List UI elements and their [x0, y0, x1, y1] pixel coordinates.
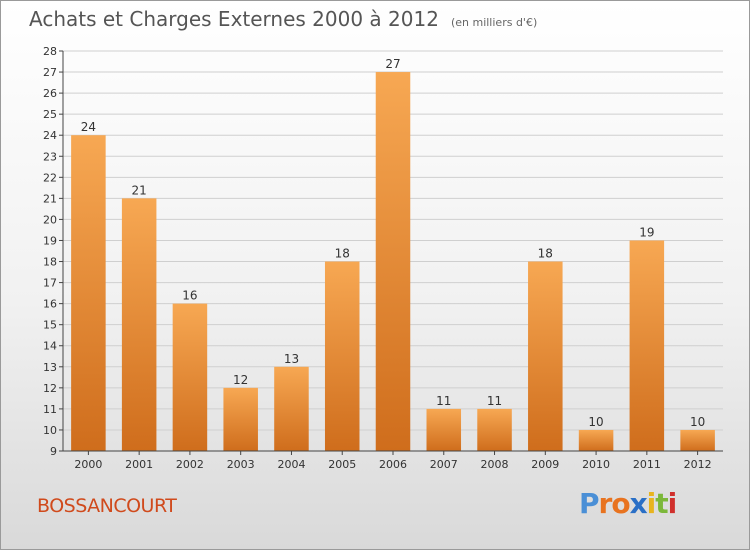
- y-tick-label: 11: [43, 403, 57, 416]
- data-label: 24: [81, 120, 96, 134]
- bar: [324, 261, 360, 451]
- data-label: 18: [538, 247, 553, 261]
- bar: [680, 429, 715, 451]
- x-tick-label: 2005: [328, 458, 356, 471]
- y-tick-label: 22: [43, 171, 57, 184]
- x-tick-label: 2009: [531, 458, 559, 471]
- logo-letter: t: [655, 487, 668, 520]
- y-tick-label: 24: [43, 129, 57, 142]
- data-label: 18: [335, 247, 350, 261]
- data-label: 10: [690, 415, 705, 429]
- bar: [375, 72, 411, 451]
- bar: [121, 198, 157, 451]
- x-tick-label: 2006: [379, 458, 407, 471]
- title-text: Achats et Charges Externes 2000 à 2012: [29, 7, 439, 31]
- logo-letter: P: [579, 487, 600, 520]
- y-tick-label: 9: [50, 445, 57, 458]
- unit-label: (en milliers d'€): [450, 16, 538, 29]
- bar: [629, 240, 665, 451]
- chart-title: Achats et Charges Externes 2000 à 2012 (e…: [29, 7, 537, 31]
- x-tick-label: 2007: [430, 458, 458, 471]
- bar: [528, 261, 563, 451]
- x-tick-label: 2004: [277, 458, 305, 471]
- y-tick-label: 17: [43, 277, 57, 290]
- data-label: 21: [132, 183, 147, 197]
- y-tick-label: 12: [43, 382, 57, 395]
- y-tick-label: 20: [43, 213, 57, 226]
- x-tick-label: 2000: [74, 458, 102, 471]
- data-label: 12: [233, 373, 248, 387]
- y-tick-label: 15: [43, 319, 57, 332]
- bar: [223, 387, 258, 451]
- data-label: 11: [487, 394, 502, 408]
- x-tick-label: 2012: [684, 458, 712, 471]
- commune-name: BOSSANCOURT: [37, 495, 177, 517]
- x-tick-label: 2001: [125, 458, 153, 471]
- y-tick-label: 28: [43, 45, 57, 58]
- bar: [578, 429, 614, 451]
- y-tick-label: 16: [43, 298, 57, 311]
- proxiti-logo: Proxiti: [579, 487, 678, 520]
- x-tick-label: 2011: [633, 458, 661, 471]
- y-tick-label: 21: [43, 192, 57, 205]
- bar: [274, 366, 309, 451]
- data-label: 27: [385, 57, 400, 71]
- bar: [477, 408, 512, 451]
- bar: [71, 135, 106, 452]
- y-tick-label: 18: [43, 256, 57, 269]
- bar: [426, 408, 462, 451]
- x-tick-label: 2002: [176, 458, 204, 471]
- y-tick-label: 14: [43, 340, 57, 353]
- y-tick-label: 27: [43, 66, 57, 79]
- y-tick-label: 13: [43, 361, 57, 374]
- logo-letter: o: [611, 487, 630, 520]
- x-tick-label: 2003: [227, 458, 255, 471]
- x-tick-label: 2008: [481, 458, 509, 471]
- logo-letter: i: [646, 487, 657, 520]
- y-tick-label: 26: [43, 87, 57, 100]
- bar: [172, 303, 208, 451]
- data-label: 19: [639, 225, 654, 239]
- y-tick-label: 10: [43, 424, 57, 437]
- y-tick-label: 19: [43, 234, 57, 247]
- axes: 9 10 11 12 13 14 15 16 17 18 19 20 21 22 23 24 25 26 27 28 2…: [43, 45, 723, 471]
- y-tick-label: 23: [43, 150, 57, 163]
- data-label: 16: [182, 289, 197, 303]
- data-label: 13: [284, 352, 299, 366]
- data-label: 11: [436, 394, 451, 408]
- logo-letter: r: [598, 487, 613, 520]
- y-tick-label: 25: [43, 108, 57, 121]
- data-label: 10: [588, 415, 603, 429]
- logo-letter: x: [629, 487, 648, 520]
- x-tick-label: 2010: [582, 458, 610, 471]
- logo-letter: i: [667, 487, 678, 520]
- bars: 24 21 16 12 13 18 27 11 11 18 10 19 10: [71, 57, 715, 452]
